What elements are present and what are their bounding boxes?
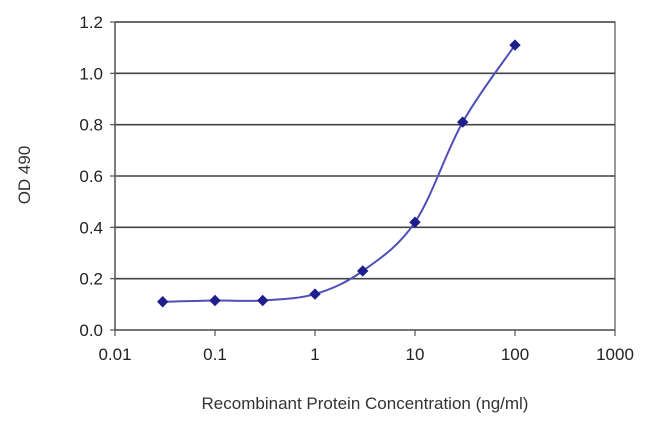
data-point-marker — [357, 265, 369, 277]
x-tick-label: 10 — [406, 345, 425, 364]
x-axis-title: Recombinant Protein Concentration (ng/ml… — [202, 394, 529, 413]
data-point-marker — [309, 288, 321, 300]
data-point-marker — [157, 296, 169, 308]
y-tick-label: 0.2 — [79, 270, 103, 289]
data-point-marker — [257, 294, 269, 307]
y-tick-label: 0.6 — [79, 167, 103, 186]
y-tick-label: 1.2 — [79, 13, 103, 32]
y-tick-label: 0.4 — [79, 218, 103, 237]
x-tick-label: 100 — [501, 345, 529, 364]
x-axis: 0.01 0.1 1 10 100 1000 — [98, 329, 634, 364]
y-tick-label: 0.8 — [79, 116, 103, 135]
y-tick-label: 1.0 — [79, 64, 103, 83]
x-tick-label: 0.1 — [203, 345, 227, 364]
data-point-marker — [409, 216, 421, 228]
x-tick-label: 0.01 — [98, 345, 131, 364]
data-point-marker — [457, 116, 469, 128]
grid-lines — [115, 21, 615, 280]
y-axis: 0.0 0.2 0.4 0.6 0.8 1.0 1.2 — [79, 13, 116, 340]
data-point-marker — [509, 39, 521, 51]
data-series — [157, 39, 521, 308]
data-point-marker — [209, 294, 221, 307]
y-axis-title: OD 490 — [15, 146, 34, 205]
y-tick-label: 0.0 — [79, 321, 103, 340]
x-tick-label: 1000 — [596, 345, 634, 364]
x-tick-label: 1 — [310, 345, 319, 364]
